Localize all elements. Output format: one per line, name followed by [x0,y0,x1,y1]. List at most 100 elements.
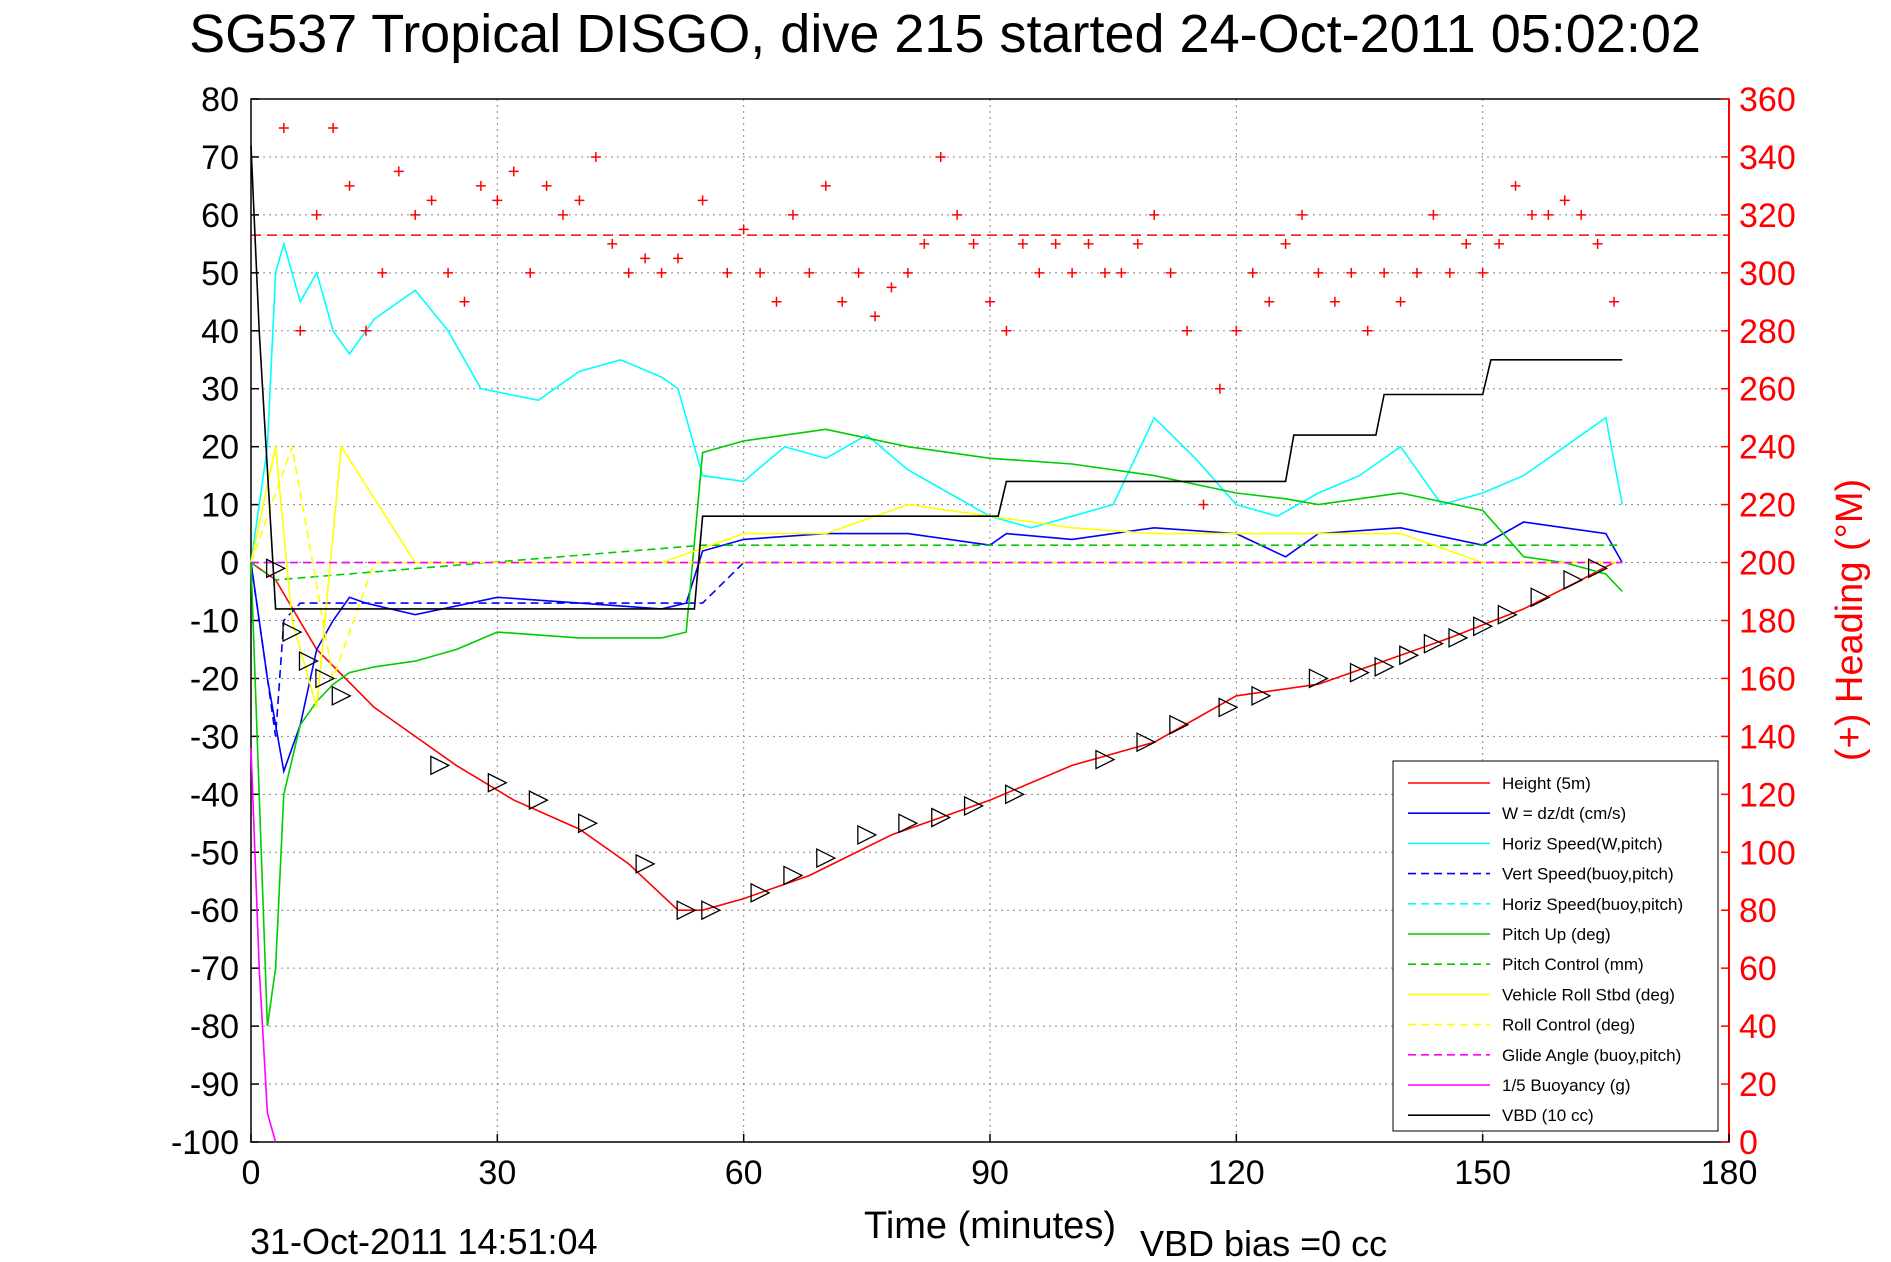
heading-point [525,267,536,278]
heading-point [886,282,897,293]
y-right-tick-label: 320 [1739,197,1796,235]
dive-marker [1448,627,1469,648]
dive-marker [430,755,451,776]
dive-marker [1587,558,1609,579]
y-right-tick-label: 140 [1739,718,1796,756]
dive-marker [816,848,837,869]
y-tick-label: 80 [201,81,239,119]
heading-point [1510,180,1521,191]
heading-point [590,151,601,162]
heading-point [1099,267,1110,278]
y-right-tick-label: 40 [1739,1008,1777,1046]
chart-title: SG537 Tropical DISGO, dive 215 started 2… [189,4,1701,64]
heading-point [755,267,766,278]
heading-point [1280,238,1291,249]
heading-point [1411,267,1422,278]
heading-point [443,267,454,278]
heading-point [985,296,995,307]
y-right-tick-label: 360 [1739,81,1796,119]
heading-point [475,180,486,191]
heading-point [1264,296,1275,307]
x-axis-label: Time (minutes) [864,1205,1116,1247]
heading-series [278,122,1620,510]
dive-marker [1473,616,1494,637]
dive-marker [1497,604,1518,625]
heading-point [1198,499,1209,510]
dive-marker [1530,587,1551,608]
y-right-tick-label: 220 [1739,487,1796,525]
heading-point [295,325,306,336]
y-right-tick-label: 100 [1739,834,1796,872]
heading-point [837,296,848,307]
dive-marker [1423,633,1444,654]
y-tick-label: 60 [201,197,239,235]
heading-point [393,166,404,177]
series [250,145,1624,1143]
legend-label: Pitch Control (mm) [1502,955,1644,974]
dive-marker [528,790,549,811]
dive-marker [1095,749,1116,770]
series-line-8 [250,443,1623,682]
y-right-tick-label: 160 [1739,660,1796,698]
heading-point [278,122,289,133]
dive-marker [487,772,508,793]
heading-point [1297,209,1308,220]
heading-point [672,253,683,264]
x-tick-label: 180 [1701,1154,1758,1192]
heading-point [787,209,798,220]
heading-point [1165,267,1176,278]
series-line-6 [250,544,1623,581]
dive-marker [857,824,878,845]
heading-point [1329,296,1340,307]
legend-label: W = dz/dt (cm/s) [1502,804,1626,823]
heading-point [738,224,749,235]
dive-marker [1251,685,1272,706]
heading-point [771,296,782,307]
series-line-1 [250,521,1623,775]
heading-point [328,122,339,133]
legend: Height (5m) W = dz/dt (cm/s) Horiz Speed(W… [1392,760,1719,1132]
dive-marker [931,807,952,828]
heading-point [820,180,831,191]
dive-marker [1399,645,1420,666]
y-right-tick-label: 240 [1739,429,1796,467]
y-tick-label: 10 [201,487,239,525]
heading-point [1395,296,1406,307]
footer-date: 31-Oct-2011 14:51:04 [250,1221,598,1262]
heading-point [1247,267,1258,278]
heading-point [377,267,388,278]
y-tick-label: -10 [190,603,239,641]
y-right-tick-label: 20 [1739,1066,1777,1104]
dive-marker [1563,569,1584,590]
legend-label: Horiz Speed(W,pitch) [1502,834,1663,853]
heading-point [1543,209,1554,220]
y-tick-label: 50 [201,255,239,293]
x-tick-label: 150 [1454,1154,1511,1192]
legend-label: Horiz Speed(buoy,pitch) [1502,895,1683,914]
series-line-11 [250,145,1623,610]
dive-marker [1374,656,1395,677]
legend-label: Glide Angle (buoy,pitch) [1502,1046,1681,1065]
dive-marker [963,795,985,816]
heading-point [558,209,569,220]
dive-marker [1308,668,1329,689]
y-right-tick-label: 180 [1739,603,1796,641]
x-tick-label: 120 [1208,1154,1265,1192]
y-tick-label: 30 [201,371,239,409]
y-tick-label: 40 [201,313,239,351]
dive-markers [265,558,1609,921]
y-tick-label: -90 [190,1066,239,1104]
dive-marker [635,853,656,874]
dive-marker [298,651,319,672]
y-right-tick-label: 120 [1739,776,1796,814]
heading-point [344,180,355,191]
legend-label: Roll Control (deg) [1502,1016,1635,1035]
heading-point [853,267,864,278]
heading-point [1346,267,1357,278]
legend-label: Pitch Up (deg) [1502,925,1611,944]
dive-marker [1169,714,1190,735]
y-right-tick-label: 80 [1739,892,1777,930]
heading-point [952,209,963,220]
heading-point [492,195,503,206]
